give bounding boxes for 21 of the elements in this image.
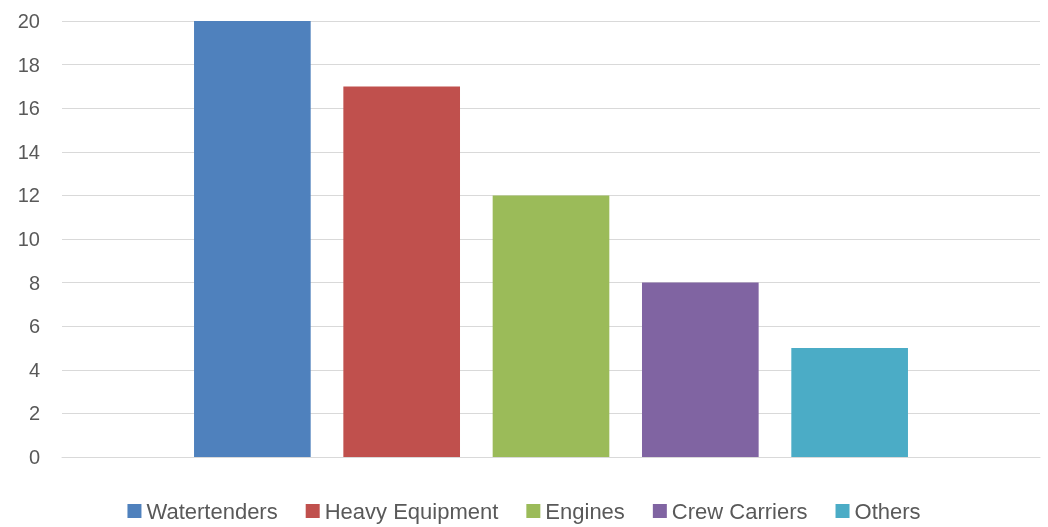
legend-label: Heavy Equipment [324,498,499,524]
y-tick-label: 2 [28,402,40,425]
y-tick-label: 4 [28,358,40,381]
y-tick-label: 14 [17,140,40,163]
y-tick-label: 6 [28,315,40,338]
y-tick-label: 8 [28,271,40,294]
bar [641,282,759,457]
bar [343,86,461,457]
legend-label: Crew Carriers [671,498,808,524]
legend-label: Engines [545,498,625,524]
y-tick-label: 16 [17,97,40,120]
bar [492,195,610,457]
y-tick-label: 12 [17,184,40,207]
y-tick-label: 10 [17,228,40,250]
bar [194,21,311,457]
y-tick-label: 20 [17,10,40,32]
y-tick-label: 18 [17,53,40,76]
legend-label: Watertenders [146,498,278,524]
y-tick-label: 0 [28,446,40,468]
legend-label: Others [854,498,921,524]
bar [791,348,908,457]
